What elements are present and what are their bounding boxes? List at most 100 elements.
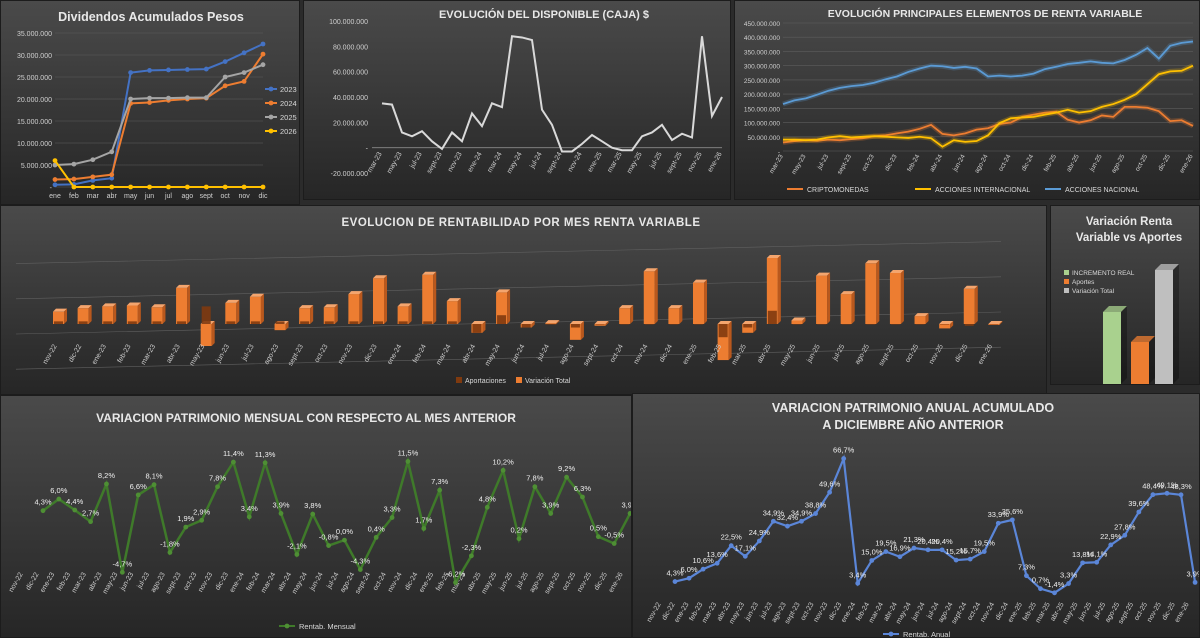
bar-variacion-total	[742, 324, 754, 333]
legend-label: ACCIONES NACIONAL	[1065, 187, 1139, 194]
x-tick-label: nov-25	[687, 151, 704, 173]
bar-variacion-total	[348, 294, 360, 324]
data-label: 32,4%	[777, 513, 799, 522]
legend-swatch	[1064, 279, 1069, 284]
bar-top-face	[865, 260, 880, 264]
gridline	[15, 346, 1002, 370]
legend-label: Rentab. Mensual	[299, 622, 356, 631]
bar-variacion-total	[963, 288, 975, 324]
x-tick-label: oct-23	[861, 153, 876, 172]
bar-variacion-total	[865, 263, 877, 324]
bar-variacion-total	[151, 307, 163, 324]
x-tick-label: ene-24	[467, 151, 484, 173]
data-point	[1164, 490, 1170, 496]
data-label: 3,8%	[304, 501, 321, 510]
data-label: 1,9%	[177, 514, 194, 523]
rentabilidad-mes-chart-panel: EVOLUCION DE RENTABILIDAD POR MES RENTA …	[0, 205, 1047, 395]
data-label: -0,8%	[319, 533, 339, 542]
data-point	[90, 178, 96, 183]
x-tick-label: mar-24	[435, 343, 452, 366]
data-point	[199, 517, 205, 523]
data-label: 15,0%	[861, 547, 883, 556]
data-point	[147, 184, 152, 190]
y-tick-label: 60.000.000	[333, 70, 368, 77]
x-tick-label: ago-25	[529, 571, 546, 593]
bar-top-face	[816, 272, 831, 276]
gridline	[15, 311, 1002, 335]
data-label: 22,5%	[721, 533, 743, 542]
bar-top-face	[496, 289, 511, 293]
legend-label: CRIPTOMONEDAS	[807, 187, 869, 194]
data-label: 8,2%	[98, 471, 115, 480]
data-point	[1009, 517, 1015, 523]
data-label: 6,0%	[681, 565, 698, 574]
x-tick-label: ene-25	[682, 343, 699, 365]
data-point	[215, 484, 220, 490]
data-label: 3,9%	[1187, 569, 1200, 578]
data-point	[222, 74, 228, 80]
data-point	[52, 158, 58, 164]
data-point	[1052, 590, 1057, 596]
data-label: 21,3%	[903, 535, 925, 544]
data-point	[109, 175, 115, 181]
bar-top-face	[126, 302, 141, 306]
legend-swatch	[1064, 270, 1069, 275]
data-point	[500, 467, 506, 473]
data-point	[1024, 573, 1029, 579]
bar-aportaciones	[201, 306, 211, 324]
data-point	[1038, 586, 1043, 592]
x-tick-label: jul-23	[136, 571, 151, 590]
bar-side-face	[137, 302, 141, 324]
bar-top-face	[1155, 264, 1179, 270]
bar-top-face	[619, 305, 634, 309]
x-tick-label: oct-25	[1134, 153, 1149, 172]
y-tick-label: 15.000.000	[17, 119, 52, 126]
legend-label: Aportes	[1072, 279, 1095, 286]
bar-variacion-total	[816, 275, 828, 324]
bar-side-face	[556, 320, 560, 325]
data-label: 8,1%	[146, 472, 163, 481]
data-point	[71, 184, 77, 190]
chart-title-line1: Variación Renta	[1086, 216, 1173, 228]
legend-label: 2025	[280, 113, 297, 122]
data-point	[532, 484, 538, 490]
x-tick-label: oct-24	[609, 343, 625, 363]
y-tick-label: 10.000.000	[17, 141, 52, 148]
data-label: 24,9%	[749, 528, 771, 537]
x-tick-label: abr-24	[277, 571, 293, 592]
x-tick-label: ago-24	[974, 153, 990, 174]
y-tick-label: 150.000.000	[744, 106, 781, 113]
data-point	[1178, 492, 1184, 498]
bar-variacion-total	[594, 324, 606, 326]
data-label: 19,5%	[974, 539, 996, 548]
data-label: 3,3%	[1060, 571, 1077, 580]
data-label: 3,9%	[542, 500, 559, 509]
data-point	[203, 184, 209, 190]
bar-aportaciones	[226, 321, 236, 324]
bar-variacion-total	[446, 301, 458, 324]
legend-marker	[888, 631, 894, 637]
x-tick-label: sept-25	[544, 571, 562, 595]
bar-variacion-total	[299, 308, 311, 324]
y-tick-label: 50.000.000	[747, 135, 780, 142]
bar-top-face	[373, 275, 387, 279]
x-tick-label: abr-23	[166, 343, 182, 364]
x-tick-label: ago-25	[1110, 153, 1126, 174]
bar-side-face	[88, 305, 92, 324]
data-point	[939, 547, 945, 553]
data-label: 9,2%	[558, 464, 575, 473]
legend-label: Variación Total	[1072, 288, 1115, 295]
x-tick-label: ene-23	[91, 343, 108, 365]
data-label: 20,4%	[917, 537, 939, 546]
x-tick-label: sept-23	[287, 343, 305, 367]
bar-variacion-total	[373, 278, 384, 324]
chart-title-line2: Variable vs Aportes	[1076, 232, 1182, 244]
y-tick-label: 20.000.000	[17, 97, 52, 104]
bar-side-face	[704, 279, 707, 324]
data-point	[90, 174, 96, 180]
bar-side-face	[802, 317, 806, 324]
chart-title: VARIACION PATRIMONIO ANUAL ACUMULADO	[772, 401, 1054, 415]
bar-variacion-total	[496, 292, 508, 324]
x-tick-label: sept-24	[546, 151, 564, 175]
x-tick-label: nov-24	[387, 571, 404, 593]
